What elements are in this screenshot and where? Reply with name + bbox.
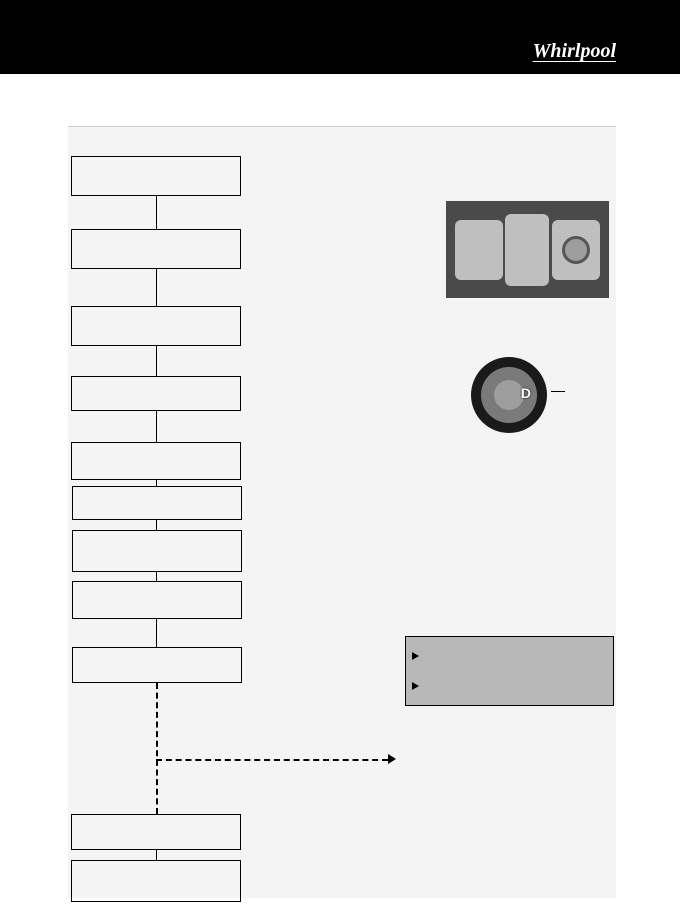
connector-v-8 xyxy=(156,619,157,647)
branch-info-box xyxy=(405,636,614,706)
step-3 xyxy=(71,306,241,346)
connector-v-7 xyxy=(156,572,157,581)
connector-v-9 xyxy=(156,850,157,860)
connector-v-1 xyxy=(156,196,157,229)
step-2 xyxy=(71,229,241,269)
step-7 xyxy=(72,530,242,572)
step-11 xyxy=(71,860,241,902)
adjuster-label-d: D xyxy=(521,385,531,401)
connector-v-4 xyxy=(156,411,157,442)
branch-arrow-1-icon xyxy=(412,652,419,660)
rinse-aid-adjuster-illustration: D xyxy=(471,357,547,433)
adjuster-pointer-line xyxy=(551,391,565,392)
adjuster-center xyxy=(494,380,524,410)
page-body: D xyxy=(68,98,616,898)
title-bar xyxy=(68,98,616,127)
dispenser-compartment-left xyxy=(455,220,503,280)
header-bar: Whirlpool xyxy=(0,0,680,74)
dispenser-compartment-center xyxy=(505,214,549,286)
connector-v-6 xyxy=(156,520,157,530)
connector-v-3 xyxy=(156,346,157,376)
adjuster-ring: D xyxy=(481,367,537,423)
connector-v-5 xyxy=(156,480,157,486)
step-4 xyxy=(71,376,241,411)
step-10 xyxy=(71,814,241,850)
connector-v-2 xyxy=(156,269,157,306)
brand-logo: Whirlpool xyxy=(533,40,616,63)
dashed-arrow-right xyxy=(388,754,396,764)
dashed-horizontal xyxy=(156,759,388,761)
branch-arrow-2-icon xyxy=(412,682,419,690)
dispenser-compartment-right xyxy=(552,220,600,280)
dashed-vertical xyxy=(156,683,158,814)
step-6 xyxy=(72,486,242,520)
step-5 xyxy=(71,442,241,480)
detergent-dispenser-illustration xyxy=(446,201,609,298)
dispenser-cap-icon xyxy=(562,236,590,264)
step-9 xyxy=(72,647,242,683)
step-1 xyxy=(71,156,241,196)
step-8 xyxy=(72,581,242,619)
